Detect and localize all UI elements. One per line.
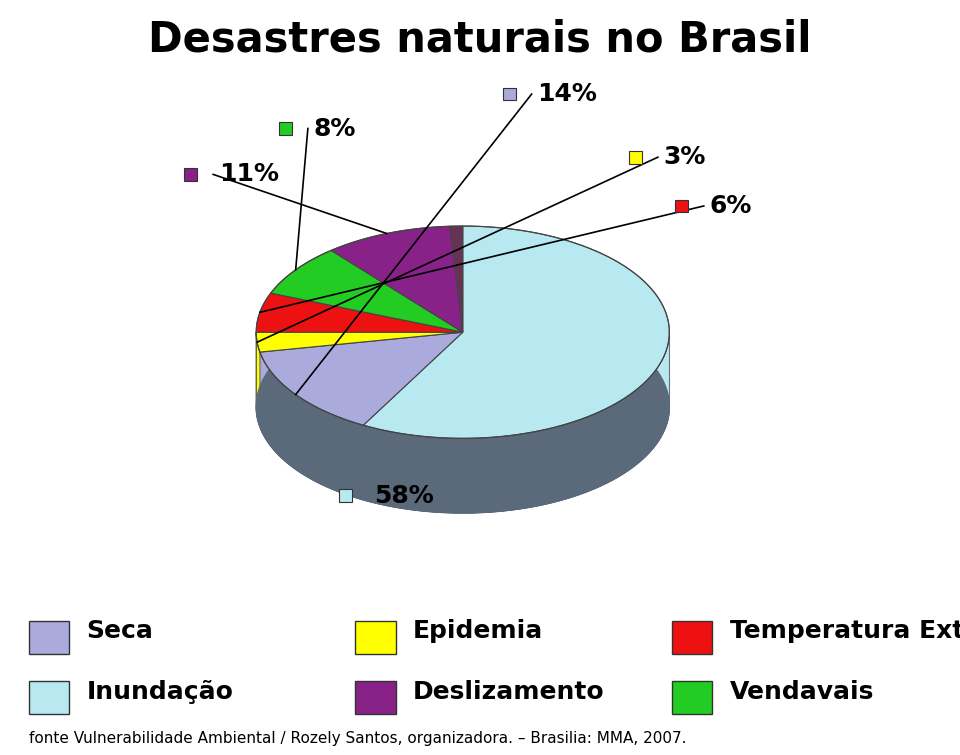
Polygon shape bbox=[256, 332, 260, 427]
Bar bbox=[672, 681, 712, 714]
Polygon shape bbox=[260, 332, 463, 425]
Polygon shape bbox=[331, 226, 463, 332]
Polygon shape bbox=[260, 352, 363, 500]
Text: 3%: 3% bbox=[663, 145, 706, 169]
Text: Vendavais: Vendavais bbox=[730, 680, 874, 704]
Text: 58%: 58% bbox=[373, 484, 434, 507]
Polygon shape bbox=[450, 226, 463, 332]
Polygon shape bbox=[363, 226, 669, 439]
Text: Temperatura Ext.: Temperatura Ext. bbox=[730, 619, 960, 643]
Text: fonte Vulnerabilidade Ambiental / Rozely Santos, organizadora. – Brasilia: MMA, : fonte Vulnerabilidade Ambiental / Rozely… bbox=[29, 731, 686, 746]
Bar bbox=[355, 681, 396, 714]
Text: Seca: Seca bbox=[86, 619, 154, 643]
Bar bbox=[672, 621, 712, 654]
Bar bbox=[629, 151, 642, 164]
Text: Inundação: Inundação bbox=[86, 680, 233, 704]
Polygon shape bbox=[271, 251, 463, 332]
Polygon shape bbox=[256, 332, 463, 352]
Text: 8%: 8% bbox=[314, 116, 356, 140]
Text: Desastres naturais no Brasil: Desastres naturais no Brasil bbox=[148, 19, 812, 61]
Bar bbox=[675, 199, 687, 212]
Text: 14%: 14% bbox=[538, 82, 597, 106]
Text: Epidemia: Epidemia bbox=[413, 619, 543, 643]
Text: Deslizamento: Deslizamento bbox=[413, 680, 605, 704]
Bar bbox=[184, 168, 197, 180]
Bar bbox=[279, 122, 292, 135]
Text: 11%: 11% bbox=[219, 162, 279, 186]
Polygon shape bbox=[256, 300, 669, 513]
Polygon shape bbox=[256, 332, 669, 513]
Text: 6%: 6% bbox=[709, 194, 752, 218]
Bar bbox=[29, 621, 69, 654]
Bar bbox=[355, 621, 396, 654]
Bar bbox=[340, 489, 352, 502]
Polygon shape bbox=[363, 334, 669, 513]
Bar bbox=[29, 681, 69, 714]
Polygon shape bbox=[256, 293, 463, 332]
Bar bbox=[503, 88, 516, 100]
